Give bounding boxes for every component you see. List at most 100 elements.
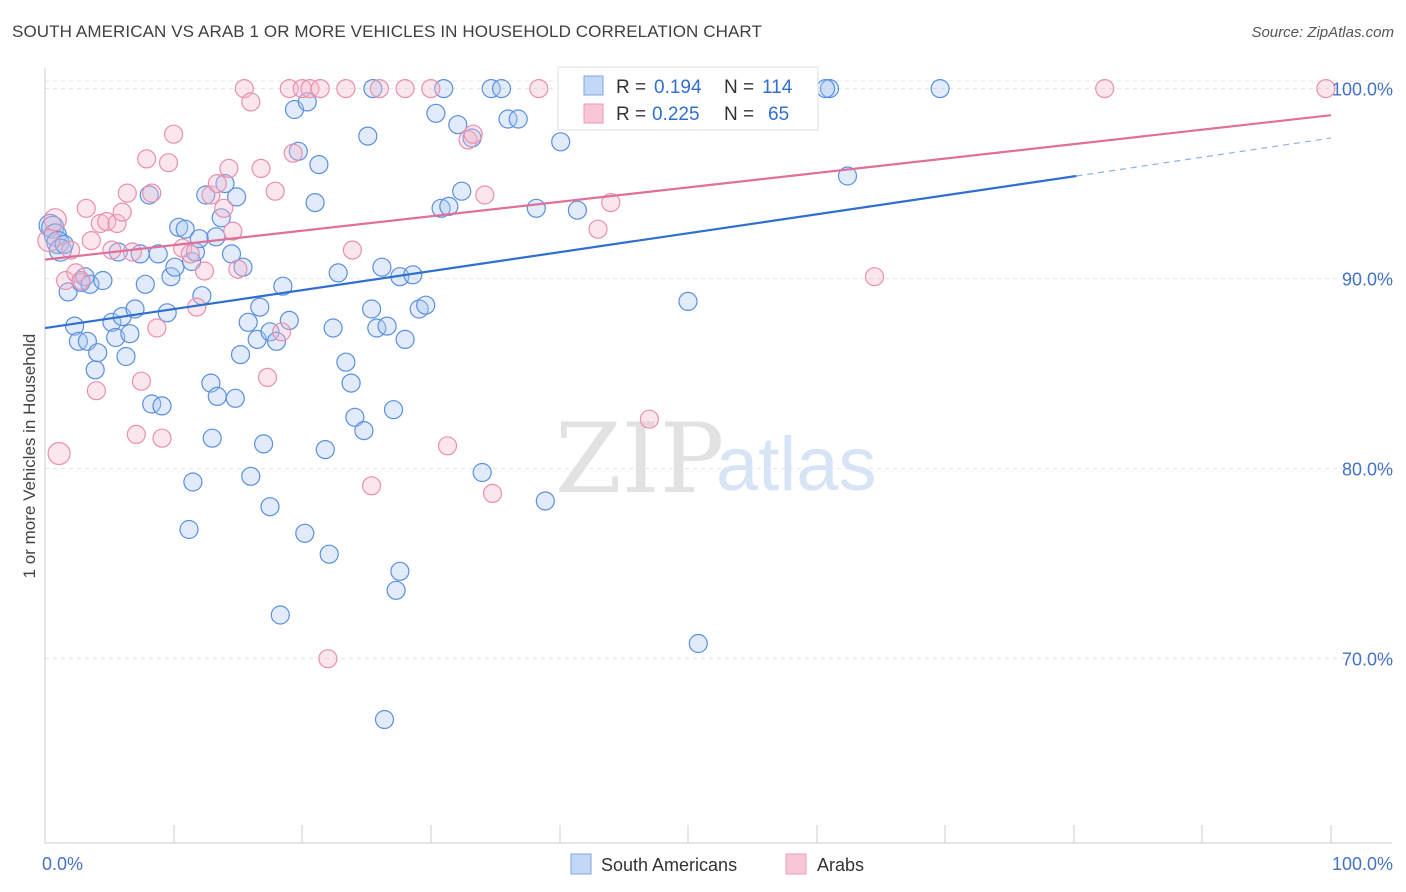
south-americans-point [386,580,406,600]
arabs-point [147,318,167,338]
legend-r-value-1: 0.194 [654,77,702,98]
arabs-point [180,244,200,264]
south-americans-point [323,318,343,338]
south-americans-point [678,291,698,311]
south-americans-point [58,282,78,302]
arabs-point [1316,78,1336,99]
arabs-point [318,649,338,669]
arabs-point [1095,78,1115,99]
arabs-point [482,483,503,503]
arabs-point [86,381,107,401]
south-americans-point [363,78,383,99]
arabs-point [251,158,271,178]
arabs-point [131,371,151,391]
south-americans-point [93,270,113,291]
south-americans-point [395,329,415,349]
arabs-point [241,92,261,112]
y-tick-label: 90.0% [1342,270,1393,290]
south-americans-point [152,396,172,416]
south-americans-point [241,466,261,486]
south-americans-point [260,497,280,517]
south-americans-point [215,174,235,194]
arabs-point [137,149,157,169]
legend-n-value-2: 65 [768,104,789,125]
arabs-point [214,198,234,218]
arabs-point [395,78,415,99]
arabs-point [207,174,227,194]
south-americans-point [377,316,397,336]
y-axis-label: 1 or more Vehicles in Household [20,334,39,579]
gridlines [45,80,1392,660]
south-americans-point [431,198,451,218]
arabs-point [475,185,495,205]
legend-r-value-2: 0.225 [652,104,700,125]
south-americans-point [169,217,189,237]
arabs-point [107,213,127,234]
south-americans-point [207,386,227,406]
south-americans-point [315,440,335,460]
arabs-point [117,183,137,203]
arabs-point [61,240,81,260]
south-americans-point [416,295,436,315]
series-arabs [37,78,1336,669]
legend-swatch-blue [583,75,604,96]
south-americans-point [491,78,512,99]
arabs-point [257,367,278,387]
south-americans-point [837,166,858,186]
south-americans-point [305,193,325,213]
south-americans-point [358,126,378,146]
arabs-point [76,198,96,218]
south-americans-point [225,388,245,408]
south-americans-point [362,299,382,319]
south-americans-point [448,115,468,135]
south-americans-point [202,428,222,448]
arabs-point [71,270,91,291]
trend-arabs [44,114,1332,261]
arabs-point [43,208,67,232]
south-americans-point [230,345,251,365]
south-americans-point [336,352,356,372]
y-tick-label: 70.0% [1342,650,1393,670]
south-americans-point [88,343,108,363]
south-americans-point [328,263,348,283]
south-americans-point [175,219,195,239]
south-americans-point [116,346,136,367]
south-americans-point [341,373,361,393]
south-americans-point [179,519,199,540]
south-americans-point [372,257,392,277]
south-americans-point [273,276,293,296]
legend-r-label-1: R = [616,77,646,98]
stats-legend: R = 0.194 N = 114 R = 0.225 N = 65 [557,66,819,131]
arabs-point [228,259,248,279]
arabs-point [81,231,101,251]
watermark: ZIP atlas [555,403,877,515]
arabs-point [158,153,179,173]
arabs-point [47,441,71,466]
trend-lines [44,114,1332,330]
south-americans-point [182,251,202,272]
south-americans-point [260,322,280,342]
y-tick-label: 80.0% [1342,460,1393,480]
south-americans-point [157,303,177,323]
arabs-point [601,193,621,213]
south-americans-point [106,327,126,348]
axes [44,68,1392,844]
legend-label-arabs: Arabs [817,855,864,875]
south-americans-point [472,462,492,483]
watermark-atlas: atlas [716,422,877,507]
arabs-point [219,158,239,178]
series-legend: South Americans Arabs [570,853,864,875]
south-americans-point [439,196,459,216]
south-americans-point [135,274,155,294]
south-americans-point [148,244,168,264]
y-tick-label: 100.0% [1332,80,1393,100]
south-americans-point [567,200,588,220]
arabs-point [265,181,285,201]
legend-n-value-1: 114 [762,77,793,98]
south-americans-point [374,709,395,730]
south-americans-point [815,78,836,99]
trend-south-americans-extension [1076,137,1332,177]
south-americans-point [508,109,528,129]
chart-title: SOUTH AMERICAN VS ARAB 1 OR MORE VEHICLE… [12,22,762,41]
watermark-zip: ZIP [555,403,724,515]
